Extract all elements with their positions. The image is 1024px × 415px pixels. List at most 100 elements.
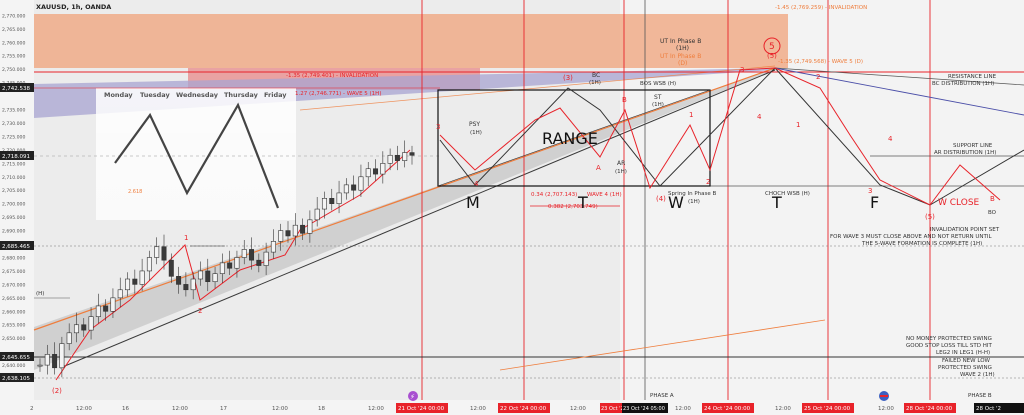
range-box: [437, 89, 711, 187]
candle-body: [88, 316, 94, 331]
price-tick-label: 2,680.000: [2, 255, 25, 261]
time-tick-label: 12:00: [570, 406, 586, 412]
price-tick-label: 2,750.000: [2, 67, 25, 73]
badge-price-2: 2,718.091: [2, 154, 30, 160]
time-tick-label: 12:00: [470, 406, 486, 412]
label-st-tf: (1H): [652, 102, 664, 108]
price-tick-label: 2,655.000: [2, 323, 25, 329]
wave-label-4-paren: (4): [656, 195, 666, 203]
time-tick-label: 12:00: [172, 406, 188, 412]
projection-black: [439, 67, 1024, 206]
weekday-mon: Monday: [104, 91, 133, 99]
label-ut-black-tf: (1H): [676, 45, 689, 52]
price-tick-label: 2,725.000: [2, 134, 25, 140]
price-tick-label: 2,765.000: [2, 27, 25, 33]
weekday-thu: Thursday: [224, 91, 259, 99]
label-failed-low: FAILED NEW LOW: [942, 358, 991, 364]
symbol-title: XAUUSD, 1h, OANDA: [36, 3, 111, 11]
horizontal-levels: [34, 71, 1024, 379]
date-badge-1: 21 Oct '24 00:00: [398, 406, 445, 412]
date-badge-2: 22 Oct '24 00:00: [500, 406, 547, 412]
weekday-fri: Friday: [264, 91, 287, 99]
price-tick-label: 2,690.000: [2, 229, 25, 235]
price-tick-label: 2,720.000: [2, 148, 25, 154]
week-letter-w: W: [668, 193, 684, 212]
wave-label-q4: 4: [888, 135, 893, 143]
wave-label-3-paren: (3): [563, 74, 573, 82]
candle-body: [307, 219, 313, 234]
day-separators: [421, 0, 931, 400]
candle-body: [365, 168, 371, 178]
label-ut-black: UT In Phase B: [660, 38, 701, 45]
wave-label-b2: B: [990, 195, 995, 203]
label-wave4-1h: WAVE 4 (1H): [587, 192, 622, 198]
candle-body: [351, 184, 357, 191]
candle-body: [212, 273, 218, 283]
price-tick-label: 2,660.000: [2, 309, 25, 315]
price-tick-label: 2,715.000: [2, 161, 25, 167]
wave-line-red: [55, 149, 411, 381]
candle-body: [132, 278, 138, 285]
wave-label-p4: 4: [757, 113, 762, 121]
label-bo: BO: [988, 210, 997, 216]
candle-body: [103, 305, 109, 312]
candle-body: [263, 251, 269, 266]
lightning-glyph-icon: ⚡: [410, 393, 415, 401]
time-tick-label: 12:00: [368, 406, 384, 412]
candle-body: [402, 152, 408, 161]
time-tick-label: 16: [122, 406, 129, 412]
candle-body: [358, 176, 364, 191]
label-bc: BC: [592, 72, 600, 79]
weekday-labels: Monday Tuesday Wednesday Thursday Friday: [104, 91, 287, 99]
lightning-event-icon[interactable]: [408, 391, 418, 401]
candle-body: [139, 270, 145, 285]
label-range: RANGE: [542, 129, 598, 148]
candle-body: [270, 241, 276, 253]
candle-body: [278, 230, 284, 242]
price-tick-label: 2,670.000: [2, 282, 25, 288]
range-diagonal: [437, 89, 711, 187]
wave-label-p2: 2: [706, 178, 710, 186]
bc-distribution-line: [774, 67, 1024, 86]
label-inval-line2: FOR WAVE 3 MUST CLOSE ABOVE AND NOT RETU…: [830, 234, 993, 240]
candle-body: [321, 198, 327, 210]
wave-label-3: 3: [436, 123, 440, 131]
candle-body: [285, 230, 291, 237]
time-tick-label: 2: [30, 406, 34, 412]
wave-label-2: 2: [198, 307, 202, 315]
label-ar: AR: [617, 160, 625, 167]
wave-label-a: A: [596, 164, 601, 172]
week-letter-t2: T: [771, 193, 782, 212]
wedge-top-line: [33, 67, 776, 331]
wave-label-b: B: [622, 96, 627, 104]
wave-label-4: 4: [474, 180, 479, 188]
label-invalidation-top: -1.45 (2,769.259) - INVALIDATION: [775, 5, 867, 11]
wave-label-q3: 3: [868, 187, 872, 195]
candle-body: [373, 168, 379, 175]
date-badge-6: 28 Oct '24 00:00: [906, 406, 953, 412]
time-tick-label: 17: [220, 406, 227, 412]
time-axis: 2 12:00 16 12:00 17 12:00 18 12:00 12:00 12:00 12:…: [30, 406, 956, 412]
wave5-circle: [763, 37, 781, 55]
price-tick-label: 2,710.000: [2, 175, 25, 181]
candle-body: [183, 284, 189, 291]
candle-body: [168, 259, 174, 277]
candle-body: [241, 249, 247, 258]
price-scale-bg: [0, 0, 34, 415]
candle-body: [227, 262, 233, 269]
candle-body: [154, 246, 160, 258]
wedge-bottom-line: [59, 69, 776, 369]
price-tick-label: 2,675.000: [2, 269, 25, 275]
wave-label-1: 1: [184, 234, 188, 242]
weekday-tue: Tuesday: [140, 91, 170, 99]
time-tick-label: 12:00: [675, 406, 691, 412]
label-st: ST: [654, 94, 662, 101]
label-no-money: NO MONEY PROTECTED SWING: [906, 336, 992, 342]
candle-body: [249, 249, 255, 261]
label-wave5-1h: 1.27 (2,746.771) - WAVE 5 (1H): [295, 91, 381, 97]
label-wave5-d: -1.35 (2,749.568) - WAVE 5 (D): [778, 59, 863, 65]
time-tick-label: 12:00: [878, 406, 894, 412]
badge-price-5: 2,638.105: [2, 376, 30, 382]
date-badge-3: 23 Oct '24: [601, 406, 627, 412]
